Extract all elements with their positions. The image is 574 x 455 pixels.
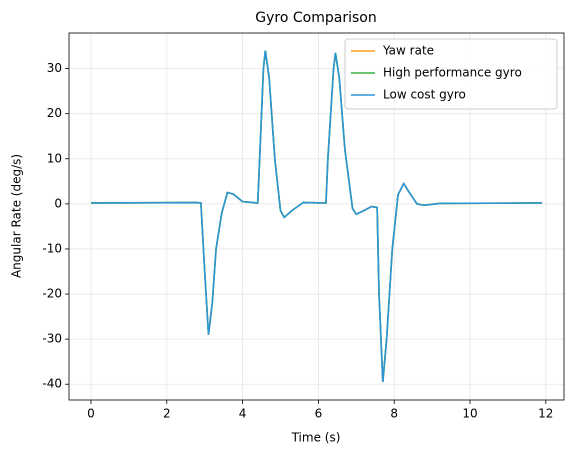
y-tick-label: 10 xyxy=(47,151,62,165)
y-tick-label: 0 xyxy=(54,196,62,210)
chart-title: Gyro Comparison xyxy=(255,10,376,26)
x-tick-label: 10 xyxy=(462,407,477,421)
legend-label: Yaw rate xyxy=(382,44,434,58)
legend-box xyxy=(344,38,558,110)
plot-frame xyxy=(68,32,565,401)
x-tick-label: 6 xyxy=(315,407,323,421)
x-tick-label: 4 xyxy=(239,407,247,421)
y-axis-label: Angular Rate (deg/s) xyxy=(10,154,24,278)
legend-label: Low cost gyro xyxy=(383,88,466,102)
series-line xyxy=(90,50,543,383)
y-tick-label: -20 xyxy=(42,287,62,301)
x-tick-label: 0 xyxy=(87,407,95,421)
x-tick-label: 8 xyxy=(390,407,398,421)
x-tick-label: 12 xyxy=(538,407,553,421)
y-tick-label: -10 xyxy=(42,241,62,255)
y-tick-label: 30 xyxy=(47,61,62,75)
legend-label: High performance gyro xyxy=(383,66,522,80)
x-axis-label: Time (s) xyxy=(291,431,341,445)
y-tick-label: -40 xyxy=(42,377,62,391)
y-tick-label: 20 xyxy=(47,106,62,120)
x-tick-label: 2 xyxy=(163,407,171,421)
y-tick-label: -30 xyxy=(42,332,62,346)
